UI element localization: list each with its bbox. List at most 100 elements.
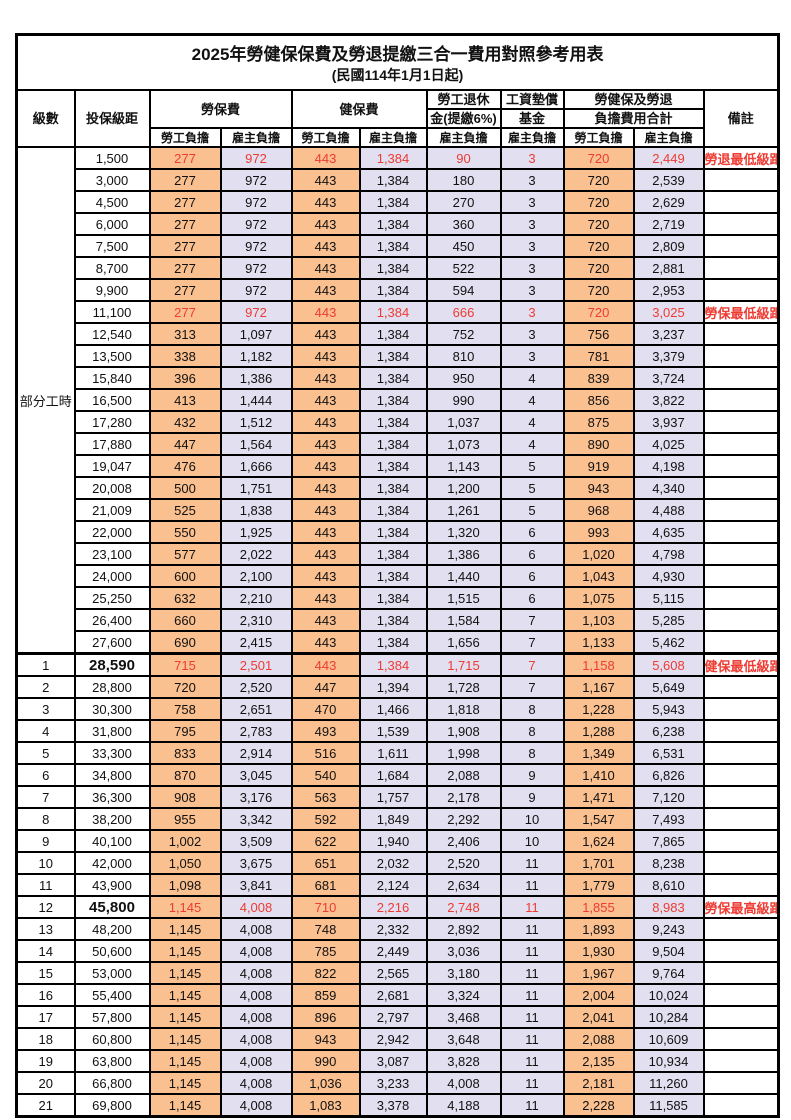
- cell-remark: [702, 608, 780, 632]
- cell-total-employee: 756: [562, 322, 635, 346]
- cell-bracket: 1,500: [73, 146, 151, 170]
- cell-labor-employee: 277: [148, 300, 222, 324]
- header-row-3: 勞工負擔 雇主負擔 勞工負擔 雇主負擔 雇主負擔 雇主負擔 勞工負擔 雇主負擔: [17, 127, 779, 148]
- cell-total-employer: 9,764: [632, 961, 705, 985]
- cell-total-employee: 1,855: [562, 895, 635, 919]
- cell-pension-employer: 1,200: [425, 476, 502, 500]
- cell-pension-employer: 2,406: [425, 829, 502, 853]
- cell-health-employer: 1,539: [358, 719, 428, 743]
- cell-bracket: 7,500: [73, 234, 151, 258]
- table-row: 24,000 600 2,100 443 1,384 1,440 6 1,043 4,930: [17, 564, 780, 588]
- cell-labor-employee: 1,002: [148, 829, 222, 853]
- cell-fund-employer: 11: [499, 851, 565, 875]
- cell-bracket: 21,009: [73, 498, 151, 522]
- cell-total-employee: 1,158: [562, 652, 635, 677]
- cell-total-employer: 2,953: [632, 278, 705, 302]
- cell-pension-employer: 2,520: [425, 851, 502, 875]
- cell-pension-employer: 1,073: [425, 432, 502, 456]
- table-row: 15 53,000 1,145 4,008 822 2,565 3,180 11 1,967 9,…: [15, 961, 780, 985]
- cell-total-employer: 11,260: [632, 1071, 705, 1095]
- cell-total-employer: 7,120: [632, 785, 705, 809]
- cell-total-employer: 4,930: [632, 564, 705, 588]
- cell-pension-employer: 3,180: [425, 961, 502, 985]
- cell-labor-employer: 4,008: [219, 1071, 293, 1095]
- cell-remark: [702, 829, 780, 853]
- cell-health-employee: 1,083: [290, 1093, 361, 1118]
- part-time-label: 部分工時: [15, 146, 76, 655]
- cell-pension-employer: 4,188: [425, 1093, 502, 1118]
- cell-health-employer: 1,384: [358, 432, 428, 456]
- table-row: 9 40,100 1,002 3,509 622 1,940 2,406 10 1,624 7,8…: [15, 829, 780, 853]
- cell-pension-employer: 1,656: [425, 630, 502, 655]
- cell-labor-employer: 4,008: [219, 1005, 293, 1029]
- cell-labor-employee: 476: [148, 454, 222, 478]
- cell-bracket: 27,600: [73, 630, 151, 655]
- cell-health-employee: 443: [290, 608, 361, 632]
- cell-bracket: 4,500: [73, 190, 151, 214]
- table-row: 4,500 277 972 443 1,384 270 3 720 2,629: [17, 190, 780, 214]
- cell-health-employer: 1,684: [358, 763, 428, 787]
- cell-total-employee: 1,228: [562, 697, 635, 721]
- cell-total-employer: 4,198: [632, 454, 705, 478]
- cell-health-employer: 1,384: [358, 256, 428, 280]
- cell-health-employee: 443: [290, 564, 361, 588]
- cell-total-employee: 1,167: [562, 675, 635, 699]
- cell-labor-employer: 2,520: [219, 675, 293, 699]
- cell-labor-employer: 3,176: [219, 785, 293, 809]
- cell-fund-employer: 9: [499, 785, 565, 809]
- cell-health-employee: 896: [290, 1005, 361, 1029]
- cell-health-employer: 1,384: [358, 344, 428, 368]
- cell-fund-employer: 6: [499, 542, 565, 566]
- title-cell: 2025年勞健保保費及勞退提繳三合一費用對照參考用表 (民國114年1月1日起): [15, 33, 780, 91]
- cell-fund-employer: 9: [499, 763, 565, 787]
- cell-total-employer: 6,826: [632, 763, 705, 787]
- cell-pension-employer: 1,998: [425, 741, 502, 765]
- cell-fund-employer: 11: [499, 895, 565, 919]
- cell-labor-employee: 277: [148, 278, 222, 302]
- cell-labor-employee: 1,145: [148, 917, 222, 941]
- cell-total-employee: 1,893: [562, 917, 635, 941]
- cell-bracket: 17,880: [73, 432, 151, 456]
- cell-labor-employer: 2,501: [219, 652, 293, 677]
- table-row: 10 42,000 1,050 3,675 651 2,032 2,520 11 1,701 8,…: [15, 851, 780, 875]
- cell-level: 8: [15, 807, 76, 831]
- cell-labor-employer: 4,008: [219, 895, 293, 919]
- cell-pension-employer: 270: [425, 190, 502, 214]
- cell-total-employer: 5,115: [632, 586, 705, 610]
- table-row: 11 43,900 1,098 3,841 681 2,124 2,634 11 1,779 8,…: [15, 873, 780, 897]
- cell-fund-employer: 3: [499, 322, 565, 346]
- cell-fund-employer: 11: [499, 1093, 565, 1118]
- table-row: 26,400 660 2,310 443 1,384 1,584 7 1,103 5,285: [17, 608, 780, 632]
- cell-remark: [702, 388, 780, 412]
- table-row: 7,500 277 972 443 1,384 450 3 720 2,809: [17, 234, 780, 258]
- cell-health-employer: 1,384: [358, 454, 428, 478]
- cell-pension-employer: 522: [425, 256, 502, 280]
- cell-bracket: 38,200: [73, 807, 151, 831]
- table-row: 12 45,800 1,145 4,008 710 2,216 2,748 11 1,855 8,…: [15, 895, 780, 919]
- cell-health-employer: 1,384: [358, 410, 428, 434]
- table-row: 17 57,800 1,145 4,008 896 2,797 3,468 11 2,041 10…: [15, 1005, 780, 1029]
- cell-level: 12: [15, 895, 76, 919]
- cell-labor-employer: 972: [219, 256, 293, 280]
- cell-pension-employer: 360: [425, 212, 502, 236]
- table-row: 23,100 577 2,022 443 1,384 1,386 6 1,020 4,798: [17, 542, 780, 566]
- cell-level: 11: [15, 873, 76, 897]
- cell-level: 21: [15, 1093, 76, 1118]
- col-header-level: 級數: [15, 89, 76, 148]
- cell-health-employee: 1,036: [290, 1071, 361, 1095]
- cell-labor-employer: 3,045: [219, 763, 293, 787]
- cell-health-employer: 2,681: [358, 983, 428, 1007]
- table-row: 3 30,300 758 2,651 470 1,466 1,818 8 1,228 5,943: [15, 697, 780, 721]
- cell-total-employer: 10,284: [632, 1005, 705, 1029]
- cell-bracket: 24,000: [73, 564, 151, 588]
- table-row: 20 66,800 1,145 4,008 1,036 3,233 4,008 11 2,181…: [15, 1071, 780, 1095]
- cell-pension-employer: 1,261: [425, 498, 502, 522]
- cell-remark: 勞保最低級距: [702, 300, 780, 324]
- cell-total-employer: 5,649: [632, 675, 705, 699]
- cell-remark: [702, 630, 780, 655]
- cell-health-employer: 1,384: [358, 498, 428, 522]
- cell-pension-employer: 2,088: [425, 763, 502, 787]
- cell-pension-employer: 2,178: [425, 785, 502, 809]
- cell-bracket: 33,300: [73, 741, 151, 765]
- cell-labor-employee: 1,145: [148, 939, 222, 963]
